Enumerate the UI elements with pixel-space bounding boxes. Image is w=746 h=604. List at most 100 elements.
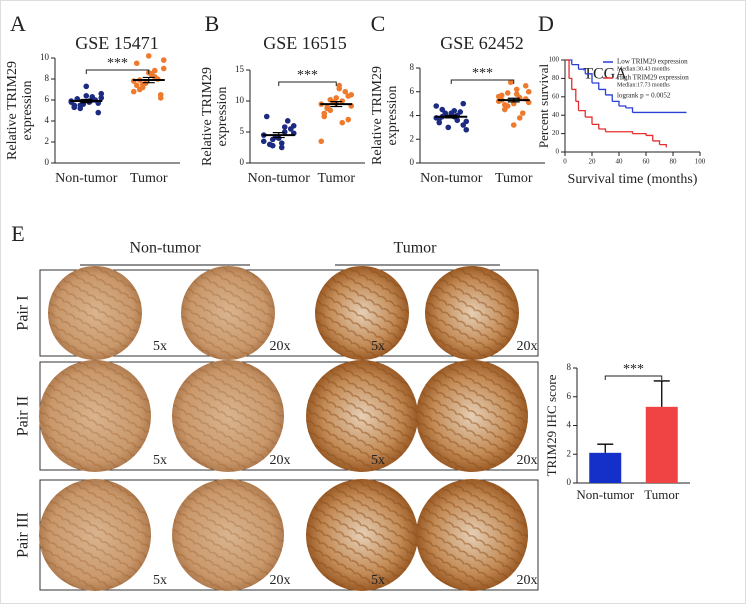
error-bar [507,97,520,103]
data-point [130,88,137,95]
x-tick-label: Tumor [317,171,355,186]
data-point [454,117,461,124]
chart-title: GSE 15471 [75,33,159,53]
y-axis-label: expression [385,86,400,146]
y-tick-label: 0 [45,157,50,167]
pair-label: Pair III [15,512,32,558]
pair-box [39,269,539,357]
data-point [284,118,291,124]
error-bar [597,443,614,453]
tissue-texture [48,266,142,360]
panel-label: D [538,11,554,36]
survival-step [565,59,570,79]
magnification: 20x [517,573,538,588]
y-tick-label: 0 [567,477,572,487]
data-point [501,106,508,113]
magnification: 20x [270,573,291,588]
y-axis-label: Relative TRIM29 [370,66,385,165]
survival-step [612,100,620,106]
data-point [516,115,523,121]
legend-note: Median:30.43 months [617,66,670,72]
survival-step [652,140,661,145]
y-tick-label: 0 [240,157,245,167]
pair-label: Pair II [15,396,32,436]
data-point [278,140,285,146]
data-point [498,92,505,99]
survival-step [598,128,607,132]
data-point [139,84,146,91]
error-bar [445,114,458,119]
data-point [89,94,96,100]
x-tick-label: Tumor [130,171,168,186]
survival-step [592,123,600,129]
error-bar [272,132,285,139]
bar [589,452,622,483]
survival-step [569,77,573,90]
y-tick-label: 4 [45,115,50,125]
error-bar [330,101,343,108]
data-point [324,105,331,112]
data-point [336,82,343,89]
survival-step [578,68,586,74]
y-tick-label: 6 [410,86,415,96]
y-tick-label: 0 [556,148,560,156]
chart-title: TCGA [583,66,627,83]
tissue-texture [181,266,275,360]
annotation: logrank p = 0.0052 [617,92,671,100]
data-point [433,103,440,109]
data-point [145,53,152,59]
data-point [95,109,102,116]
x-tick-label: 60 [643,158,651,166]
x-tick-label: 20 [589,158,597,166]
data-point [463,126,470,133]
data-point [510,122,517,128]
significance-bracket [278,81,337,86]
y-tick-label: 8 [567,362,572,372]
data-point [333,95,340,101]
significance-bracket [85,69,150,74]
data-point [504,90,511,96]
legend-note: Median:17.73 months [617,82,670,88]
y-tick-label: 4 [567,420,572,430]
data-point [160,65,167,72]
survival-step [646,134,654,141]
tissue-texture [416,479,528,591]
data-point [522,83,529,89]
data-point [83,83,90,90]
y-tick-label: 5 [240,126,245,136]
tissue-texture [306,360,418,472]
y-axis-label: Relative TRIM29 [5,61,20,160]
data-point [260,138,267,145]
significance-label: *** [472,66,493,81]
data-point [269,142,276,149]
x-tick-label: 0 [563,158,567,166]
y-tick-label: 6 [45,94,50,104]
data-point [513,91,520,97]
chart-title: GSE 16515 [263,33,347,53]
panel-label: E [11,221,24,246]
survival-step [585,116,593,125]
data-point [77,105,84,112]
y-tick-label: 100 [549,56,560,64]
y-tick-label: 8 [45,73,50,83]
data-point [98,90,105,97]
error-bar [653,380,670,407]
data-point [345,116,352,123]
y-tick-label: 10 [40,52,50,62]
data-point [460,122,467,128]
data-point [460,100,467,107]
data-point [519,110,526,116]
data-point [448,110,455,116]
y-axis-label: Percent survival [536,64,551,149]
panel-label: A [10,11,26,36]
tissue-texture [172,360,284,472]
panel-label: B [205,11,220,36]
data-point [281,124,288,130]
x-tick-label: Non-tumor [420,171,483,186]
data-point [263,113,270,120]
survival-step [571,63,580,70]
data-point [321,113,328,120]
data-point [439,106,446,113]
x-tick-label: 40 [616,158,624,166]
